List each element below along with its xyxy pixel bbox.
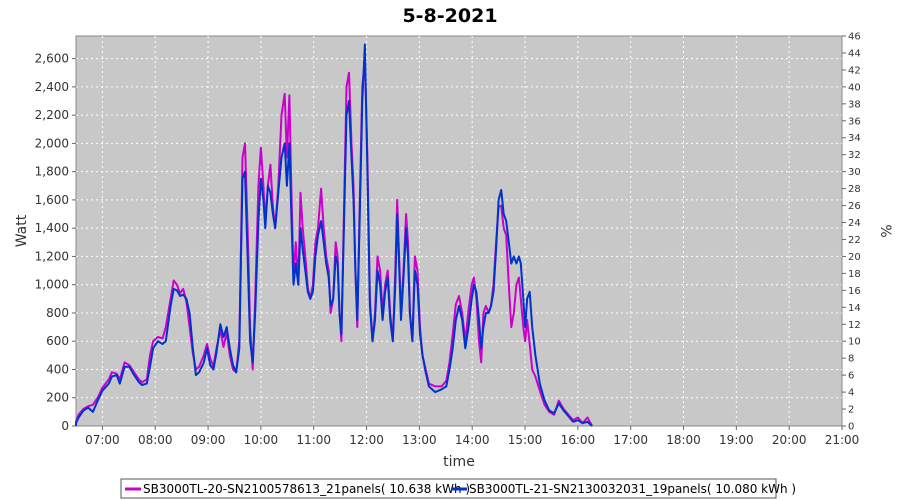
y-axis: 0 200 400 600 800 1,000 1,200 1,400 1,600 1,800 2,… <box>35 52 76 433</box>
x-tick-label: 18:00 <box>666 433 701 447</box>
y2-axis-label: % <box>877 224 893 237</box>
x-tick-label: 07:00 <box>85 433 120 447</box>
y2-tick-label: 2 <box>848 405 854 416</box>
chart-title: 5-8-2021 <box>402 5 497 27</box>
y2-tick-label: 22 <box>848 235 861 246</box>
y2-tick-label: 38 <box>848 99 861 110</box>
y-tick-label: 800 <box>46 306 69 320</box>
y2-tick-label: 8 <box>848 354 854 365</box>
x-tick-label: 20:00 <box>772 433 807 447</box>
x-axis: 07:00 08:00 09:00 10:00 11:00 12:00 13:00 14:00… <box>85 426 859 447</box>
y-tick-label: 2,200 <box>35 108 69 122</box>
y2-tick-label: 44 <box>848 48 861 59</box>
x-tick-label: 17:00 <box>613 433 648 447</box>
y-tick-label: 2,400 <box>35 80 69 94</box>
y2-axis: 0246810121416182022242628303234363840424… <box>842 32 861 433</box>
y-tick-label: 1,600 <box>35 193 69 207</box>
plot-area <box>75 35 843 427</box>
y2-tick-label: 34 <box>848 133 861 144</box>
legend-box <box>120 478 777 499</box>
y-axis-label: Watt <box>14 214 30 247</box>
y-tick-label: 200 <box>46 391 69 405</box>
x-tick-label: 15:00 <box>508 433 543 447</box>
y2-tick-label: 36 <box>848 116 861 127</box>
y-tick-label: 600 <box>46 334 69 348</box>
y2-tick-label: 30 <box>848 167 861 178</box>
x-tick-label: 11:00 <box>296 433 331 447</box>
legend-label-2: SB3000TL-21-SN2130032031_19panels( 10.08… <box>469 482 796 496</box>
y2-tick-label: 4 <box>848 388 854 399</box>
series-layer <box>75 43 593 427</box>
x-tick-label: 13:00 <box>402 433 437 447</box>
y-tick-label: 1,400 <box>35 221 69 235</box>
x-tick-label: 14:00 <box>455 433 490 447</box>
x-tick-label: 12:00 <box>349 433 384 447</box>
y-tick-label: 1,800 <box>35 165 69 179</box>
y2-tick-label: 40 <box>848 82 861 93</box>
y2-tick-label: 6 <box>848 371 854 382</box>
legend-label-1: SB3000TL-20-SN2100578613_21panels( 10.63… <box>143 482 470 496</box>
y2-tick-label: 14 <box>848 303 861 314</box>
y2-tick-label: 46 <box>848 32 861 43</box>
y-tick-label: 2,600 <box>35 52 69 66</box>
x-tick-label: 21:00 <box>825 433 860 447</box>
y2-tick-label: 20 <box>848 252 861 263</box>
series-line-2 <box>75 43 593 427</box>
y2-tick-label: 10 <box>848 337 861 348</box>
y2-tick-label: 0 <box>848 422 854 433</box>
y2-tick-label: 18 <box>848 269 861 280</box>
y2-tick-label: 42 <box>848 65 861 76</box>
y-tick-label: 1,200 <box>35 249 69 263</box>
x-tick-label: 09:00 <box>191 433 226 447</box>
y-tick-label: 0 <box>61 419 69 433</box>
x-tick-label: 19:00 <box>719 433 754 447</box>
y2-tick-label: 32 <box>848 150 861 161</box>
y-tick-label: 2,000 <box>35 136 69 150</box>
y2-tick-label: 26 <box>848 201 861 212</box>
x-tick-label: 10:00 <box>244 433 279 447</box>
y2-tick-label: 16 <box>848 286 861 297</box>
x-tick-label: 08:00 <box>138 433 173 447</box>
y2-tick-label: 24 <box>848 218 861 229</box>
x-axis-label: time <box>443 454 475 470</box>
y2-tick-label: 28 <box>848 184 861 195</box>
y-tick-label: 1,000 <box>35 278 69 292</box>
y2-tick-label: 12 <box>848 320 861 331</box>
legend: SB3000TL-20-SN2100578613_21panels( 10.63… <box>120 478 796 499</box>
y-tick-label: 400 <box>46 362 69 376</box>
x-tick-label: 16:00 <box>561 433 596 447</box>
